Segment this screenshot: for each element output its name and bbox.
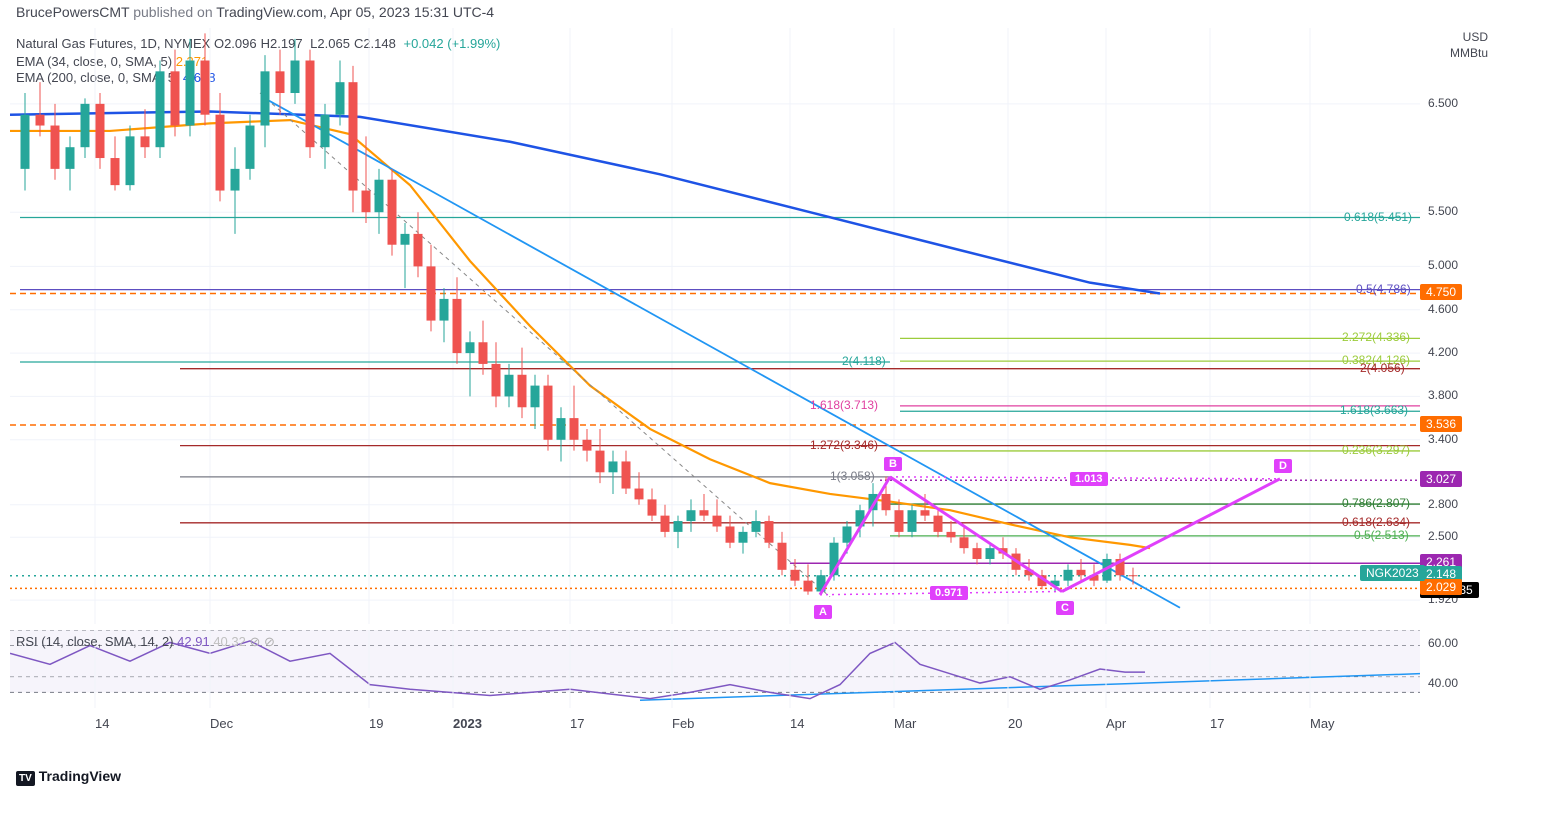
fib-label: 1.618(3.663) — [1340, 403, 1408, 417]
pattern-point: B — [884, 457, 902, 471]
time-axis: 14Dec19202317Feb14Mar20Apr17May — [10, 712, 1420, 742]
rsi-pane[interactable]: RSI (14, close, SMA, 14, 2) 42.91 40.32 … — [10, 630, 1490, 708]
fib-label: 0.236(3.297) — [1342, 443, 1410, 457]
fib-label: 2(4.118) — [842, 354, 886, 368]
fib-label: 2(4.056) — [1360, 361, 1405, 375]
pattern-point: A — [814, 605, 832, 619]
price-axis: USD MMBtu 6.5005.5005.0004.6004.2003.800… — [1420, 28, 1500, 624]
fib-label: 0.5(2.513) — [1354, 528, 1409, 542]
fib-label: 0.618(5.451) — [1344, 210, 1412, 224]
rsi-legend: RSI (14, close, SMA, 14, 2) 42.91 40.32 … — [16, 634, 275, 650]
fib-label: 1(3.058) — [830, 469, 875, 483]
pattern-point: D — [1274, 459, 1292, 473]
tradingview-logo: TVTradingView — [16, 768, 121, 784]
rsi-axis: 60.00 40.00 — [1420, 630, 1500, 708]
fib-label: 1.618(3.713) — [810, 398, 878, 412]
publish-header: BrucePowersCMT published on TradingView.… — [16, 4, 494, 20]
tv-icon: TV — [16, 771, 35, 786]
fib-label: 0.5(4.786) — [1356, 282, 1411, 296]
pattern-ratio: 1.013 — [1070, 472, 1108, 486]
fib-label: 0.618(2.634) — [1342, 515, 1410, 529]
fib-label: 0.786(2.807) — [1342, 496, 1410, 510]
pattern-point: C — [1056, 601, 1074, 615]
price-chart[interactable]: 0.618(5.451) 0.5(4.786) 2.272(4.336) 2(4.11… — [10, 28, 1490, 624]
pattern-ratio: 0.971 — [930, 586, 968, 600]
fib-label: 2.272(4.336) — [1342, 330, 1410, 344]
fib-label: 1.272(3.346) — [810, 438, 878, 452]
